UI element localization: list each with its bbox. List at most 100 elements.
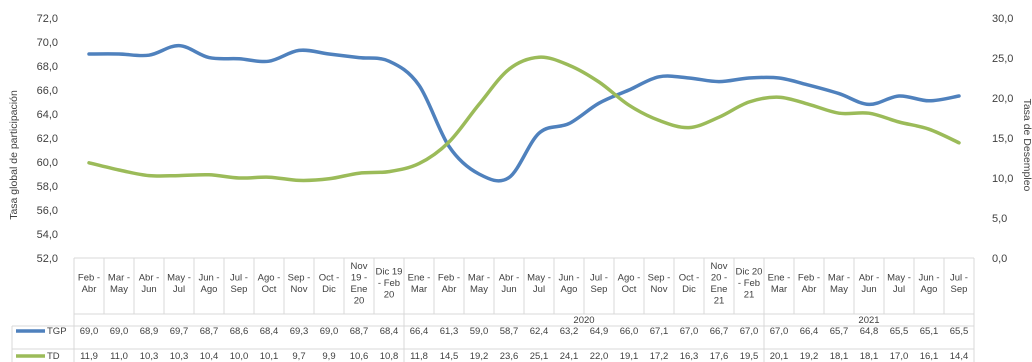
table-cell: 66,0 — [620, 326, 639, 337]
category-label-line: Jun — [501, 284, 516, 295]
category-label-line: Oct — [622, 284, 637, 295]
y-left-tick-label: 70,0 — [37, 37, 58, 49]
y-axis-right: 0,0 5,0 10,0 15,0 20,0 25,0 30,0 — [992, 13, 1013, 265]
y-left-tick-label: 66,0 — [37, 85, 58, 97]
category-label-line: Nov — [711, 261, 728, 272]
table-cell: 69,0 — [80, 326, 99, 337]
category-label-line: Ago — [921, 284, 938, 295]
table-cell: 69,0 — [110, 326, 129, 337]
category-label-line: Abr - — [499, 272, 520, 283]
y-left-tick-label: 68,0 — [37, 61, 58, 73]
category-label-line: May — [110, 284, 128, 295]
table-cell: 61,3 — [440, 326, 459, 337]
table-cell: 67,0 — [740, 326, 759, 337]
category-label: Jul -Sep — [950, 272, 968, 295]
category-label-line: Jul — [173, 284, 185, 295]
category-label-line: Ene - — [768, 272, 791, 283]
table-cell: 10,6 — [350, 351, 369, 362]
category-label-line: Feb - — [78, 272, 100, 283]
table-cell: 59,0 — [470, 326, 489, 337]
table-cell: 68,7 — [350, 326, 369, 337]
table-cell: 68,9 — [140, 326, 159, 337]
category-label-line: Oct - — [679, 272, 700, 283]
category-label-line: Jul — [533, 284, 545, 295]
category-label: Feb -Abr — [798, 272, 820, 295]
table-cell: 63,2 — [560, 326, 579, 337]
category-label-line: Ago - — [618, 272, 641, 283]
category-label: Sep -Nov — [288, 272, 311, 295]
chart-frame — [11, 257, 975, 362]
table-cell: 16,3 — [680, 351, 699, 362]
category-label: Feb -Abr — [78, 272, 100, 295]
table-cell: 11,0 — [110, 351, 128, 362]
table-cell: 23,6 — [500, 351, 519, 362]
category-label-line: 19 - — [351, 272, 367, 283]
category-label-line: May - — [887, 272, 911, 283]
category-label: Ene -Mar — [408, 272, 431, 295]
table-cell: 68,4 — [260, 326, 279, 337]
category-label: Mar -May — [468, 272, 490, 295]
table-cell: 10,1 — [260, 351, 279, 362]
category-label: Nov 19 -Ene 20 — [351, 261, 368, 307]
category-label-line: Sep — [951, 284, 968, 295]
legend-label: TGP — [47, 326, 67, 337]
table-cell: 9,7 — [292, 351, 305, 362]
category-label: Abr -Jun — [499, 272, 520, 295]
category-label: Jun -Ago — [198, 272, 219, 295]
x-axis-years: 2020 2021 — [573, 315, 879, 326]
category-label: Oct -Dic — [679, 272, 700, 295]
category-label: Mar -May — [828, 272, 850, 295]
y-axis-right-title: Tasa de Desempleo — [1021, 99, 1032, 192]
table-cell: 10,0 — [230, 351, 249, 362]
category-label-line: - Feb — [378, 278, 400, 289]
category-label-line: Mar — [411, 284, 427, 295]
table-cell: 9,9 — [322, 351, 335, 362]
table-cell: 19,1 — [620, 351, 639, 362]
table-cell: 16,1 — [920, 351, 939, 362]
y-axis-left-title: Tasa global de participación — [8, 90, 20, 220]
y-left-tick-label: 54,0 — [37, 229, 58, 241]
category-label: Oct -Dic — [319, 272, 340, 295]
category-label-line: 20 - — [711, 272, 727, 283]
table-cell: 65,5 — [890, 326, 909, 337]
category-label-line: 21 — [714, 295, 725, 306]
table-cell: 66,4 — [410, 326, 429, 337]
table-cell: 68,7 — [200, 326, 219, 337]
category-label-line: Abr - — [139, 272, 160, 283]
category-label-line: Sep - — [288, 272, 311, 283]
table-cell: 10,4 — [200, 351, 219, 362]
category-label: Jun -Ago — [558, 272, 579, 295]
category-label-line: Ago - — [258, 272, 281, 283]
category-label-line: Mar - — [108, 272, 130, 283]
y-axis-left: 52,0 54,0 56,0 58,0 60,0 62,0 64,0 66,0 68,0 70,0… — [37, 13, 58, 265]
category-label-line: Jun - — [198, 272, 219, 283]
category-label-line: 20 — [384, 290, 395, 301]
table-cell: 19,2 — [470, 351, 489, 362]
table-cell: 58,7 — [500, 326, 519, 337]
table-cell: 19,5 — [740, 351, 759, 362]
series-line-td — [87, 55, 961, 183]
category-label-line: Mar - — [468, 272, 490, 283]
category-label-line: Sep — [231, 284, 248, 295]
table-cell: 14,5 — [440, 351, 459, 362]
y-left-tick-label: 62,0 — [37, 133, 58, 145]
category-label-line: Feb - — [798, 272, 820, 283]
table-cell: 65,1 — [920, 326, 939, 337]
category-label-line: Oct - — [319, 272, 340, 283]
table-cell: 10,3 — [140, 351, 159, 362]
category-label-line: Oct — [262, 284, 277, 295]
category-label-line: Mar — [771, 284, 787, 295]
table-cell: 65,5 — [950, 326, 969, 337]
table-cell: 24,1 — [560, 351, 579, 362]
category-label-line: Sep - — [648, 272, 671, 283]
category-label-line: Abr — [82, 284, 97, 295]
y-right-tick-label: 5,0 — [992, 213, 1007, 225]
table-cell: 69,3 — [290, 326, 309, 337]
category-label-line: Ene - — [408, 272, 431, 283]
category-label: Mar -May — [108, 272, 130, 295]
category-label-line: Jun - — [558, 272, 579, 283]
category-label: Ago -Oct — [618, 272, 641, 295]
table-cell: 64,9 — [590, 326, 609, 337]
table-cell: 17,2 — [650, 351, 669, 362]
table-cell: 19,2 — [800, 351, 819, 362]
